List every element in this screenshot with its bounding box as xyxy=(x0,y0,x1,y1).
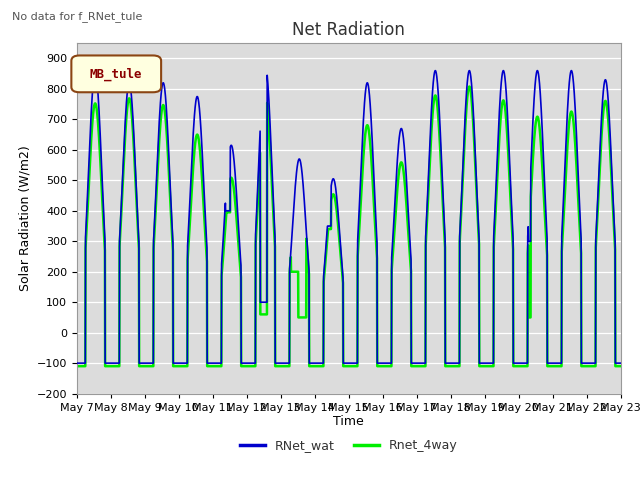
X-axis label: Time: Time xyxy=(333,415,364,429)
Rnet_4way xyxy=(543,363,551,369)
Rnet_4way xyxy=(381,363,389,369)
Rnet_4way xyxy=(609,211,617,216)
RNet_wat xyxy=(513,360,520,366)
FancyBboxPatch shape xyxy=(72,56,161,92)
RNet_wat xyxy=(543,360,551,366)
Title: Net Radiation: Net Radiation xyxy=(292,21,405,39)
Rnet_4way xyxy=(465,84,473,89)
Line: RNet_wat: RNet_wat xyxy=(77,71,621,363)
Text: MB_tule: MB_tule xyxy=(90,67,142,81)
Legend: RNet_wat, Rnet_4way: RNet_wat, Rnet_4way xyxy=(235,434,463,457)
Text: No data for f_RNet_tule: No data for f_RNet_tule xyxy=(12,11,142,22)
Rnet_4way xyxy=(617,363,625,369)
Rnet_4way xyxy=(127,105,135,110)
RNet_wat xyxy=(127,90,135,96)
Line: Rnet_4way: Rnet_4way xyxy=(77,86,621,366)
Rnet_4way xyxy=(244,363,252,369)
Rnet_4way xyxy=(73,363,81,369)
RNet_wat xyxy=(609,200,617,205)
RNet_wat xyxy=(244,360,252,366)
Y-axis label: Solar Radiation (W/m2): Solar Radiation (W/m2) xyxy=(18,145,31,291)
RNet_wat xyxy=(381,360,389,366)
RNet_wat xyxy=(617,360,625,366)
Rnet_4way xyxy=(513,363,520,369)
RNet_wat xyxy=(73,360,81,366)
RNet_wat xyxy=(431,68,439,73)
